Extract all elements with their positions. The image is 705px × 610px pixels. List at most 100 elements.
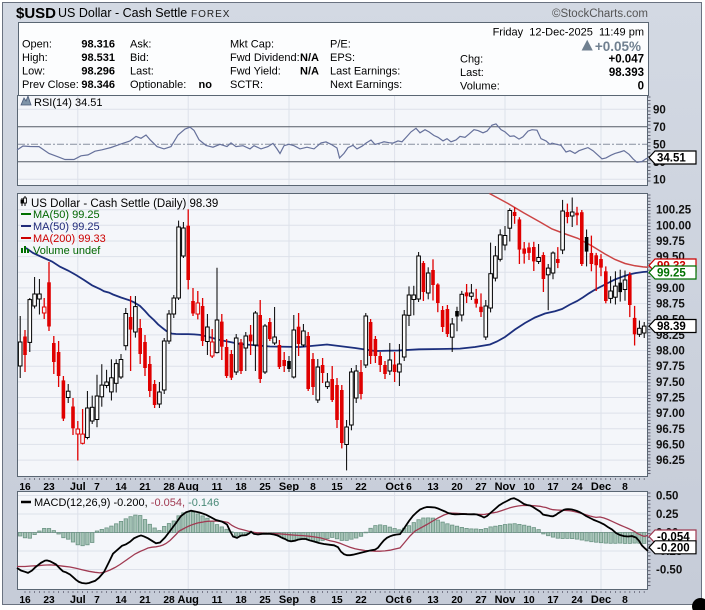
svg-text:8: 8 — [622, 595, 628, 606]
svg-text:Jul: Jul — [70, 481, 86, 493]
svg-text:11: 11 — [212, 482, 223, 493]
svg-text:23: 23 — [43, 595, 55, 606]
svg-text:98.393: 98.393 — [609, 67, 644, 79]
svg-text:14: 14 — [115, 482, 127, 493]
svg-text:Friday 12-Dec-2025 11:49 pm: Friday 12-Dec-2025 11:49 pm — [493, 27, 644, 39]
svg-text:Volume:: Volume: — [460, 81, 500, 93]
svg-text:50: 50 — [653, 139, 666, 151]
svg-text:Last:: Last: — [460, 67, 484, 79]
svg-text:Fwd Dividend:: Fwd Dividend: — [230, 52, 300, 64]
svg-text:Ask:: Ask: — [130, 39, 151, 51]
svg-text:7: 7 — [94, 482, 100, 493]
svg-text:Sep: Sep — [279, 594, 299, 606]
svg-text:FOREX: FOREX — [191, 9, 230, 20]
svg-text:15: 15 — [331, 482, 343, 493]
svg-text:97.75: 97.75 — [656, 361, 685, 373]
svg-text:High:: High: — [22, 52, 48, 64]
svg-text:21: 21 — [139, 482, 151, 493]
svg-text:13: 13 — [427, 482, 439, 493]
svg-text:Last:: Last: — [130, 66, 154, 78]
svg-text:Aug: Aug — [178, 594, 199, 606]
svg-text:100.00: 100.00 — [656, 220, 691, 232]
svg-text:98.531: 98.531 — [81, 52, 115, 64]
svg-text:14: 14 — [115, 595, 127, 606]
svg-text:97.50: 97.50 — [656, 377, 685, 389]
svg-text:22: 22 — [355, 595, 367, 606]
svg-text:Oct: Oct — [385, 481, 404, 493]
svg-text:Low:: Low: — [22, 66, 45, 78]
svg-text:18: 18 — [235, 482, 247, 493]
svg-text:0.50: 0.50 — [656, 491, 678, 503]
svg-text:Next Earnings:: Next Earnings: — [330, 79, 402, 91]
svg-text:N/A: N/A — [300, 52, 319, 64]
svg-text:25: 25 — [259, 595, 271, 606]
svg-text:98.296: 98.296 — [81, 66, 115, 78]
svg-text:20: 20 — [451, 595, 463, 606]
svg-text:6: 6 — [406, 595, 412, 606]
svg-text:21: 21 — [139, 595, 151, 606]
svg-text:Nov: Nov — [495, 594, 517, 606]
svg-text:13: 13 — [427, 595, 439, 606]
svg-text:16: 16 — [19, 595, 31, 606]
svg-text:Bid:: Bid: — [130, 52, 149, 64]
svg-text:27: 27 — [475, 595, 487, 606]
svg-text:EPS:: EPS: — [330, 52, 355, 64]
svg-text:98.316: 98.316 — [81, 39, 115, 51]
svg-text:MA(200) 99.33: MA(200) 99.33 — [33, 233, 106, 245]
svg-text:RSI(14) 34.51: RSI(14) 34.51 — [34, 97, 102, 109]
svg-text:Volume undef: Volume undef — [33, 245, 101, 257]
svg-text:Oct: Oct — [385, 594, 404, 606]
svg-text:17: 17 — [547, 595, 559, 606]
svg-text:99.25: 99.25 — [657, 268, 686, 280]
svg-text:28: 28 — [163, 595, 175, 606]
svg-text:15: 15 — [331, 595, 343, 606]
svg-text:99.00: 99.00 — [656, 283, 685, 295]
svg-text:18: 18 — [235, 595, 247, 606]
svg-text:Last Earnings:: Last Earnings: — [330, 66, 400, 78]
svg-text:97.25: 97.25 — [656, 393, 685, 405]
svg-text:P/E:: P/E: — [330, 39, 351, 51]
svg-text:Aug: Aug — [178, 481, 199, 493]
svg-text:Fwd Yield:: Fwd Yield: — [230, 66, 281, 78]
svg-text:98.75: 98.75 — [656, 299, 685, 311]
svg-text:24: 24 — [571, 482, 583, 493]
svg-text:Sep: Sep — [279, 481, 299, 493]
svg-text:Chg:: Chg: — [460, 54, 483, 66]
svg-text:98.346: 98.346 — [81, 79, 115, 91]
svg-text:Dec: Dec — [591, 594, 611, 606]
svg-text:97.00: 97.00 — [656, 408, 685, 420]
svg-text:23: 23 — [43, 482, 55, 493]
svg-text:22: 22 — [355, 482, 367, 493]
svg-text:96.50: 96.50 — [656, 439, 685, 451]
svg-text:28: 28 — [163, 482, 175, 493]
svg-text:10: 10 — [523, 482, 535, 493]
svg-text:24: 24 — [571, 595, 583, 606]
svg-text:17: 17 — [547, 482, 559, 493]
svg-text:98.39: 98.39 — [657, 321, 686, 333]
svg-text:10: 10 — [653, 174, 666, 186]
svg-text:Prev Close:: Prev Close: — [22, 79, 79, 91]
svg-text:70: 70 — [653, 122, 666, 134]
svg-text:MACD(12,26,9) -0.200, -0.054,: MACD(12,26,9) -0.200, -0.054, -0.146 — [34, 497, 219, 509]
svg-text:no: no — [199, 79, 213, 91]
svg-text:11: 11 — [212, 595, 223, 606]
svg-text:-0.50: -0.50 — [656, 565, 682, 577]
svg-text:16: 16 — [19, 482, 31, 493]
svg-text:Mkt Cap:: Mkt Cap: — [230, 39, 274, 51]
svg-text:+0.047: +0.047 — [609, 54, 645, 66]
svg-text:+0.05%: +0.05% — [595, 39, 641, 54]
svg-text:100.25: 100.25 — [656, 205, 692, 217]
svg-text:US Dollar - Cash Settle: US Dollar - Cash Settle — [58, 6, 187, 20]
svg-text:Optionable:: Optionable: — [130, 79, 186, 91]
svg-text:34.51: 34.51 — [657, 153, 686, 165]
svg-text:20: 20 — [451, 482, 463, 493]
svg-text:MA(50) 99.25: MA(50) 99.25 — [33, 221, 100, 233]
svg-text:MA(50) 99.25: MA(50) 99.25 — [33, 209, 100, 221]
svg-text:0: 0 — [638, 81, 644, 93]
svg-text:27: 27 — [475, 482, 487, 493]
svg-text:98.00: 98.00 — [656, 346, 685, 358]
svg-text:25: 25 — [259, 482, 271, 493]
svg-text:SCTR:: SCTR: — [230, 79, 263, 91]
svg-text:96.75: 96.75 — [656, 424, 685, 436]
svg-text:7: 7 — [94, 595, 100, 606]
